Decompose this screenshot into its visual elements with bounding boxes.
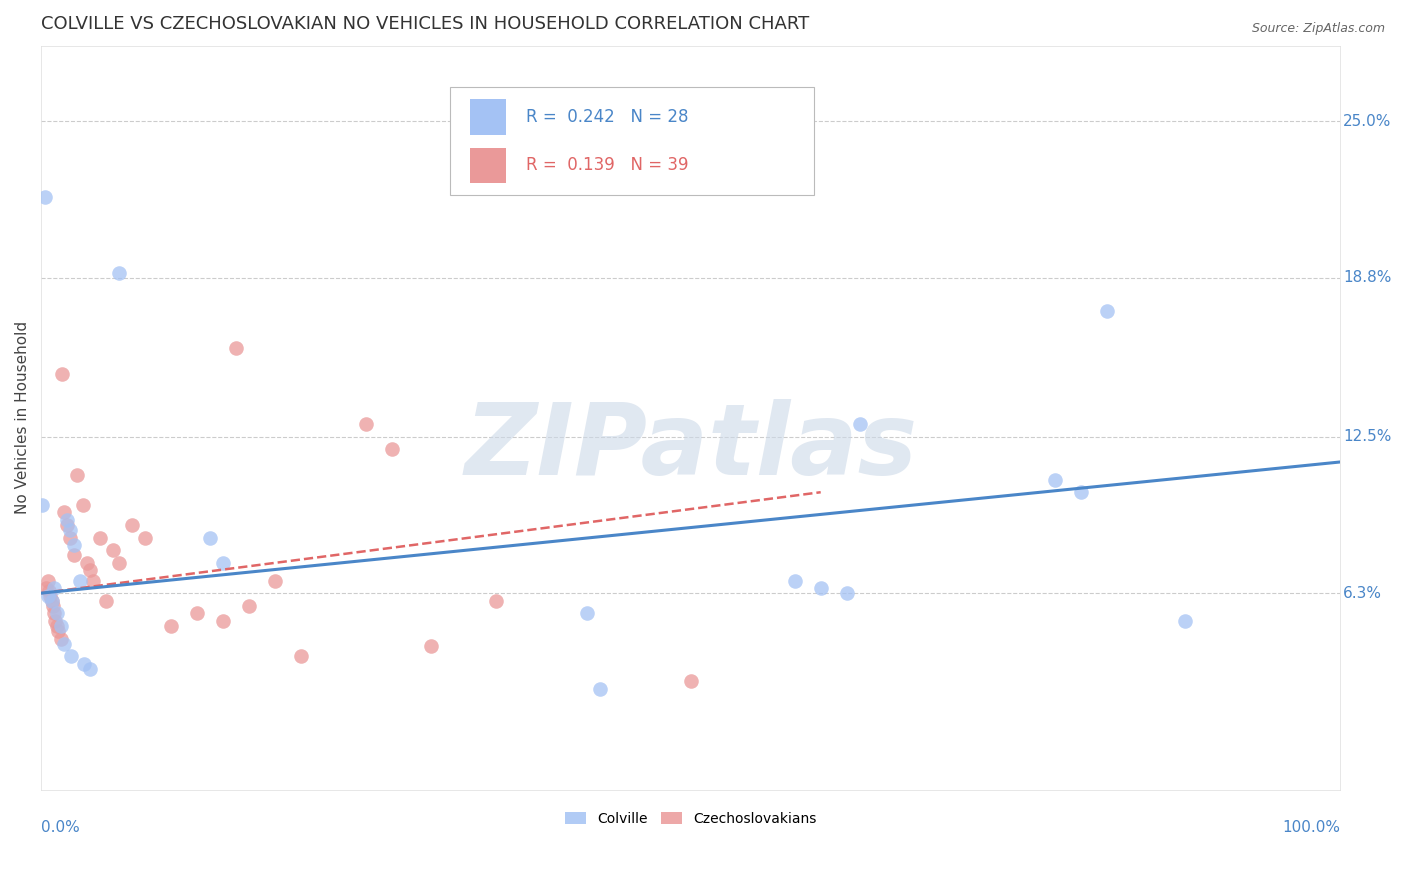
Point bbox=[37, 589, 59, 603]
Y-axis label: No Vehicles in Household: No Vehicles in Household bbox=[15, 321, 30, 515]
Point bbox=[79, 563, 101, 577]
Point bbox=[134, 531, 156, 545]
Text: 6.3%: 6.3% bbox=[1343, 586, 1382, 600]
Point bbox=[848, 417, 870, 431]
Point bbox=[66, 467, 89, 482]
Point bbox=[679, 674, 702, 689]
Point bbox=[56, 518, 79, 533]
Point bbox=[31, 498, 53, 512]
Point bbox=[108, 556, 131, 570]
Point bbox=[35, 581, 58, 595]
Point bbox=[41, 593, 63, 607]
Point bbox=[49, 632, 72, 646]
Text: 25.0%: 25.0% bbox=[1343, 114, 1392, 128]
Point bbox=[238, 599, 260, 613]
Point bbox=[72, 498, 94, 512]
Point bbox=[59, 523, 82, 537]
Text: Source: ZipAtlas.com: Source: ZipAtlas.com bbox=[1251, 22, 1385, 36]
Point bbox=[73, 657, 96, 671]
Point bbox=[62, 549, 84, 563]
Point bbox=[1173, 614, 1195, 628]
Point bbox=[419, 639, 441, 653]
Text: ZIPatlas: ZIPatlas bbox=[464, 399, 917, 496]
Point bbox=[46, 624, 69, 638]
Point bbox=[45, 619, 67, 633]
Point bbox=[53, 637, 76, 651]
Text: 18.8%: 18.8% bbox=[1343, 270, 1392, 285]
Point bbox=[56, 513, 79, 527]
Point bbox=[62, 538, 84, 552]
Text: COLVILLE VS CZECHOSLOVAKIAN NO VEHICLES IN HOUSEHOLD CORRELATION CHART: COLVILLE VS CZECHOSLOVAKIAN NO VEHICLES … bbox=[41, 15, 810, 33]
Point bbox=[212, 614, 235, 628]
Point bbox=[485, 593, 508, 607]
Point bbox=[575, 607, 598, 621]
FancyBboxPatch shape bbox=[450, 87, 814, 194]
Point bbox=[290, 649, 312, 664]
Text: 100.0%: 100.0% bbox=[1282, 820, 1340, 835]
Point bbox=[76, 556, 98, 570]
Point bbox=[212, 556, 235, 570]
Text: R =  0.242   N = 28: R = 0.242 N = 28 bbox=[526, 108, 689, 126]
Point bbox=[42, 607, 65, 621]
Point bbox=[49, 619, 72, 633]
Point bbox=[89, 531, 111, 545]
Point bbox=[34, 190, 56, 204]
Point bbox=[79, 662, 101, 676]
FancyBboxPatch shape bbox=[470, 148, 506, 184]
Point bbox=[38, 583, 60, 598]
Point bbox=[354, 417, 377, 431]
Point bbox=[186, 607, 208, 621]
Text: R =  0.139   N = 39: R = 0.139 N = 39 bbox=[526, 156, 689, 175]
Point bbox=[69, 574, 91, 588]
Point bbox=[1070, 485, 1092, 500]
Point bbox=[37, 574, 59, 588]
Point bbox=[101, 543, 124, 558]
Point bbox=[59, 531, 82, 545]
Point bbox=[108, 266, 131, 280]
Point bbox=[82, 574, 104, 588]
Point bbox=[589, 681, 612, 696]
Point bbox=[783, 574, 806, 588]
Point bbox=[264, 574, 287, 588]
Point bbox=[45, 607, 67, 621]
Point bbox=[121, 518, 143, 533]
Point bbox=[39, 589, 62, 603]
Legend: Colville, Czechoslovakians: Colville, Czechoslovakians bbox=[560, 806, 823, 831]
Point bbox=[53, 505, 76, 519]
Point bbox=[42, 599, 65, 613]
Point bbox=[59, 649, 82, 664]
Text: 0.0%: 0.0% bbox=[41, 820, 80, 835]
Point bbox=[225, 342, 247, 356]
Point bbox=[835, 586, 858, 600]
Point bbox=[810, 581, 832, 595]
Point bbox=[198, 531, 221, 545]
Point bbox=[1043, 473, 1066, 487]
Point bbox=[160, 619, 183, 633]
Point bbox=[41, 593, 63, 607]
Point bbox=[42, 581, 65, 595]
FancyBboxPatch shape bbox=[470, 99, 506, 135]
Point bbox=[1095, 303, 1118, 318]
Point bbox=[51, 367, 73, 381]
Point bbox=[44, 614, 66, 628]
Point bbox=[94, 593, 117, 607]
Text: 12.5%: 12.5% bbox=[1343, 429, 1392, 444]
Point bbox=[381, 442, 404, 457]
